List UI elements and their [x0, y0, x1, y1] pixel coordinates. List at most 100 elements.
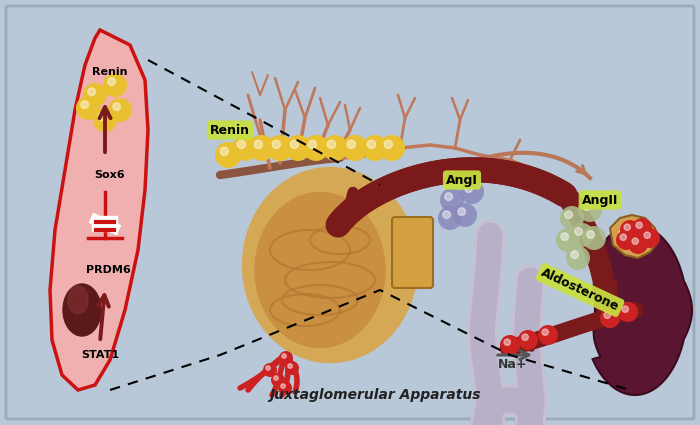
Circle shape	[522, 334, 528, 340]
Circle shape	[278, 381, 292, 395]
Circle shape	[538, 325, 558, 345]
Circle shape	[108, 98, 132, 122]
Text: Juxtaglomerular Apparatus: Juxtaglomerular Apparatus	[270, 388, 481, 402]
Circle shape	[290, 140, 298, 148]
Circle shape	[604, 312, 610, 318]
Polygon shape	[610, 215, 658, 258]
Circle shape	[444, 193, 452, 201]
Text: Renin: Renin	[210, 124, 250, 136]
Circle shape	[628, 234, 648, 254]
Circle shape	[80, 101, 88, 108]
FancyBboxPatch shape	[6, 6, 694, 419]
Circle shape	[565, 211, 573, 218]
Circle shape	[542, 329, 548, 335]
Circle shape	[282, 354, 286, 358]
Circle shape	[458, 208, 466, 215]
Circle shape	[263, 363, 277, 377]
Text: AngI: AngI	[446, 173, 478, 187]
Circle shape	[249, 135, 275, 161]
Circle shape	[616, 230, 636, 250]
Circle shape	[113, 103, 120, 110]
Polygon shape	[592, 225, 692, 395]
Circle shape	[267, 135, 293, 161]
Circle shape	[322, 135, 348, 161]
FancyBboxPatch shape	[392, 217, 433, 288]
Circle shape	[566, 246, 590, 270]
Circle shape	[103, 73, 127, 97]
Circle shape	[384, 140, 393, 148]
Circle shape	[561, 233, 568, 241]
Ellipse shape	[68, 286, 88, 314]
Circle shape	[440, 188, 464, 212]
Text: Na+: Na+	[498, 358, 528, 371]
Circle shape	[582, 226, 606, 250]
Circle shape	[624, 224, 631, 230]
Circle shape	[215, 142, 241, 168]
Polygon shape	[50, 30, 148, 390]
Circle shape	[237, 140, 246, 148]
Circle shape	[465, 185, 472, 193]
Text: PRDM6: PRDM6	[85, 265, 130, 275]
Text: AngII: AngII	[582, 193, 618, 207]
Circle shape	[279, 351, 293, 365]
Ellipse shape	[601, 292, 619, 328]
Circle shape	[93, 108, 117, 132]
Circle shape	[556, 228, 580, 252]
Circle shape	[274, 376, 279, 380]
Circle shape	[288, 364, 293, 368]
Polygon shape	[618, 222, 650, 252]
Circle shape	[575, 228, 582, 235]
Circle shape	[438, 206, 462, 230]
Circle shape	[618, 302, 638, 322]
Text: Sox6: Sox6	[94, 170, 125, 180]
Circle shape	[83, 83, 107, 107]
Circle shape	[76, 96, 100, 120]
Circle shape	[570, 223, 594, 247]
Text: Renin: Renin	[92, 67, 127, 77]
Circle shape	[379, 135, 405, 161]
Circle shape	[266, 366, 270, 370]
Circle shape	[640, 228, 660, 248]
Circle shape	[347, 140, 356, 148]
Circle shape	[342, 135, 368, 161]
Circle shape	[504, 339, 510, 346]
Circle shape	[98, 113, 106, 120]
Circle shape	[272, 140, 281, 148]
Circle shape	[632, 238, 638, 244]
Circle shape	[460, 180, 484, 204]
Circle shape	[327, 140, 335, 148]
Circle shape	[281, 384, 286, 388]
Circle shape	[254, 140, 262, 148]
Circle shape	[88, 88, 95, 96]
Circle shape	[220, 147, 228, 156]
Ellipse shape	[242, 167, 417, 363]
Circle shape	[620, 220, 640, 240]
Circle shape	[570, 251, 578, 258]
Circle shape	[453, 203, 477, 227]
Circle shape	[271, 373, 285, 387]
Ellipse shape	[255, 193, 385, 348]
Circle shape	[620, 234, 626, 241]
Circle shape	[368, 140, 375, 148]
Text: STAT1: STAT1	[81, 350, 119, 360]
Circle shape	[232, 135, 258, 161]
Circle shape	[632, 218, 652, 238]
Circle shape	[600, 308, 620, 328]
Circle shape	[636, 222, 643, 228]
Ellipse shape	[63, 284, 101, 336]
Circle shape	[518, 330, 538, 350]
Circle shape	[560, 206, 584, 230]
Circle shape	[644, 232, 650, 238]
Circle shape	[285, 361, 299, 375]
Circle shape	[622, 306, 629, 312]
Circle shape	[443, 211, 451, 218]
Circle shape	[362, 135, 388, 161]
Circle shape	[500, 335, 520, 355]
Circle shape	[583, 203, 591, 210]
Circle shape	[285, 135, 311, 161]
Circle shape	[303, 135, 329, 161]
Text: Aldosterone: Aldosterone	[539, 266, 621, 314]
Circle shape	[108, 78, 116, 85]
Circle shape	[587, 231, 594, 238]
Circle shape	[308, 140, 316, 148]
